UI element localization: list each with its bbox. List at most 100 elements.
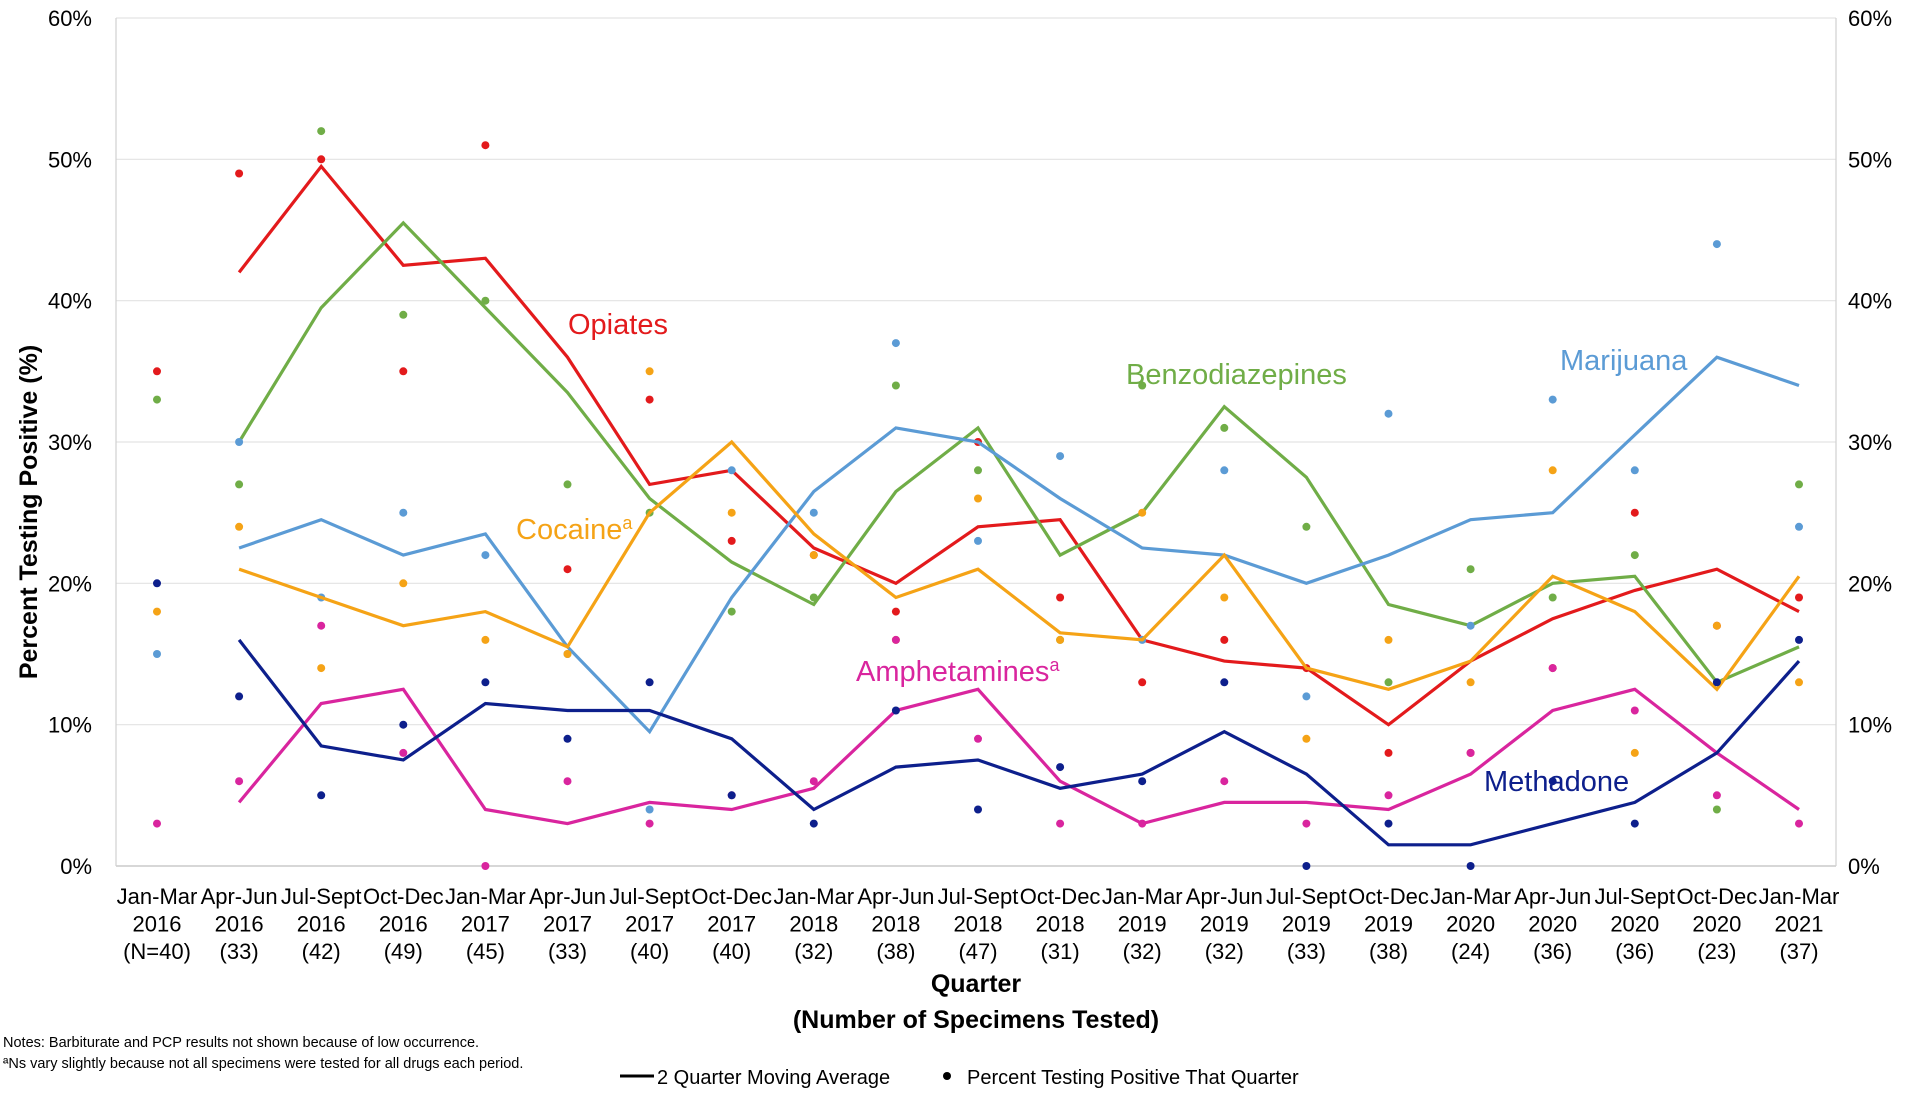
x-axis-subtitle: (Number of Specimens Tested) xyxy=(793,1006,1159,1034)
marijuana-point xyxy=(974,536,982,545)
amphetamines-point xyxy=(1302,819,1311,828)
x-tick-label: 2018 xyxy=(954,912,1003,937)
series-methadone xyxy=(153,579,1803,870)
x-tick-label: 2017 xyxy=(461,912,510,937)
series-labels: Opiates Benzodiazepines Marijuana Cocainea A… xyxy=(516,309,1688,798)
x-tick-label: Jan-Mar xyxy=(1759,884,1840,909)
marijuana-point xyxy=(481,551,490,560)
methadone-point xyxy=(1630,819,1639,828)
notes-line-2: ªNs vary slightly because not all specim… xyxy=(3,1056,523,1072)
series-marijuana xyxy=(153,240,1803,814)
x-tick-label: Jul-Sept xyxy=(938,884,1019,909)
methadone-point xyxy=(974,805,982,814)
methadone-point xyxy=(891,706,900,715)
benzodiazepines-point xyxy=(891,381,900,390)
y-tick-label-left: 10% xyxy=(48,713,92,738)
x-tick-label: 2018 xyxy=(1036,912,1085,937)
opiates-point xyxy=(153,367,161,376)
methadone-point xyxy=(1548,777,1557,786)
x-tick-label: 2020 xyxy=(1446,912,1495,937)
y-tick-label-left: 20% xyxy=(48,571,92,596)
x-tick-label: (36) xyxy=(1615,939,1654,964)
marijuana-point xyxy=(809,508,818,517)
benzodiazepines-point xyxy=(1548,593,1557,602)
marijuana-point xyxy=(1056,452,1065,461)
x-tick-label: 2020 xyxy=(1528,912,1577,937)
x-tick-label: 2021 xyxy=(1775,912,1824,937)
opiates-point xyxy=(1056,593,1065,602)
series-label-methadone: Methadone xyxy=(1484,766,1629,798)
x-tick-label: Oct-Dec xyxy=(1020,884,1101,909)
x-tick-label: Jan-Mar xyxy=(1102,884,1183,909)
x-tick-label: 2017 xyxy=(707,912,756,937)
methadone-point xyxy=(399,720,408,729)
x-tick-label: Jan-Mar xyxy=(773,884,854,909)
y-tick-label-left: 60% xyxy=(48,6,92,31)
opiates-point xyxy=(235,169,244,178)
x-tick-label: 2019 xyxy=(1364,912,1413,937)
x-tick-label: (45) xyxy=(466,939,505,964)
marijuana-point xyxy=(1302,692,1311,701)
x-tick-label: (32) xyxy=(794,939,833,964)
x-tick-label: Apr-Jun xyxy=(857,884,934,909)
amphetamines-point xyxy=(1384,791,1393,800)
amphetamines-point xyxy=(1630,706,1639,715)
opiates-point xyxy=(1384,748,1393,757)
benzodiazepines-point xyxy=(727,607,736,616)
marijuana-point xyxy=(235,438,244,446)
x-tick-label: 2016 xyxy=(133,912,182,937)
x-tick-label: Jan-Mar xyxy=(445,884,526,909)
benzodiazepines-point xyxy=(1384,678,1393,687)
amphetamines-point xyxy=(1548,664,1557,673)
opiates-point xyxy=(891,607,900,616)
y-tick-label-left: 0% xyxy=(60,854,92,879)
y-tick-label-right: 50% xyxy=(1848,147,1892,172)
methadone-point xyxy=(645,678,654,687)
cocaine-point xyxy=(1548,466,1557,475)
benzodiazepines-point xyxy=(399,310,408,319)
cocaine-point xyxy=(563,650,572,658)
cocaine-point xyxy=(809,551,818,560)
y-tick-label-right: 0% xyxy=(1848,854,1880,879)
legend-dot-label: Percent Testing Positive That Quarter xyxy=(967,1067,1299,1089)
x-tick-label: Jul-Sept xyxy=(1594,884,1675,909)
series-label-opiates: Opiates xyxy=(568,309,668,341)
x-tick-label: (42) xyxy=(302,939,341,964)
marijuana-point xyxy=(399,508,408,517)
x-tick-label: 2020 xyxy=(1692,912,1741,937)
x-tick-label: 2020 xyxy=(1610,912,1659,937)
x-tick-label: Oct-Dec xyxy=(691,884,772,909)
x-tick-label: (32) xyxy=(1123,939,1162,964)
cocaine-point xyxy=(1138,508,1147,517)
methadone-point xyxy=(1220,678,1229,687)
methadone-point xyxy=(481,678,490,687)
amphetamines-point xyxy=(809,777,818,786)
opiates-point xyxy=(1138,678,1147,687)
cocaine-point xyxy=(399,579,408,588)
methadone-point xyxy=(153,579,161,588)
amphetamines-point xyxy=(481,862,490,870)
x-tick-label: Apr-Jun xyxy=(201,884,278,909)
x-tick-label: (N=40) xyxy=(123,939,191,964)
legend-line-label: 2 Quarter Moving Average xyxy=(657,1067,890,1089)
x-tick-label: 2017 xyxy=(625,912,674,937)
benzodiazepines-point xyxy=(235,480,244,489)
x-tick-label: (38) xyxy=(876,939,915,964)
marijuana-point xyxy=(1548,395,1557,404)
amphetamines-point xyxy=(563,777,572,786)
x-tick-label: (32) xyxy=(1205,939,1244,964)
benzodiazepines-point xyxy=(1466,565,1475,574)
x-tick-label: 2016 xyxy=(379,912,428,937)
x-tick-label: 2018 xyxy=(871,912,920,937)
y-axis-left-ticks: 0% 10% 20% 30% 40% 50% 60% xyxy=(48,6,92,879)
series-label-amphetamines: Amphetaminesa xyxy=(856,655,1060,688)
x-tick-label: (38) xyxy=(1369,939,1408,964)
cocaine-point xyxy=(153,607,161,616)
methadone-point xyxy=(809,819,818,828)
cocaine-point xyxy=(1384,635,1393,644)
x-tick-label: Apr-Jun xyxy=(1514,884,1591,909)
opiates-point xyxy=(481,141,490,150)
x-tick-label: Jan-Mar xyxy=(117,884,198,909)
x-tick-label: 2017 xyxy=(543,912,592,937)
marijuana-moving-average-line xyxy=(238,355,1800,735)
